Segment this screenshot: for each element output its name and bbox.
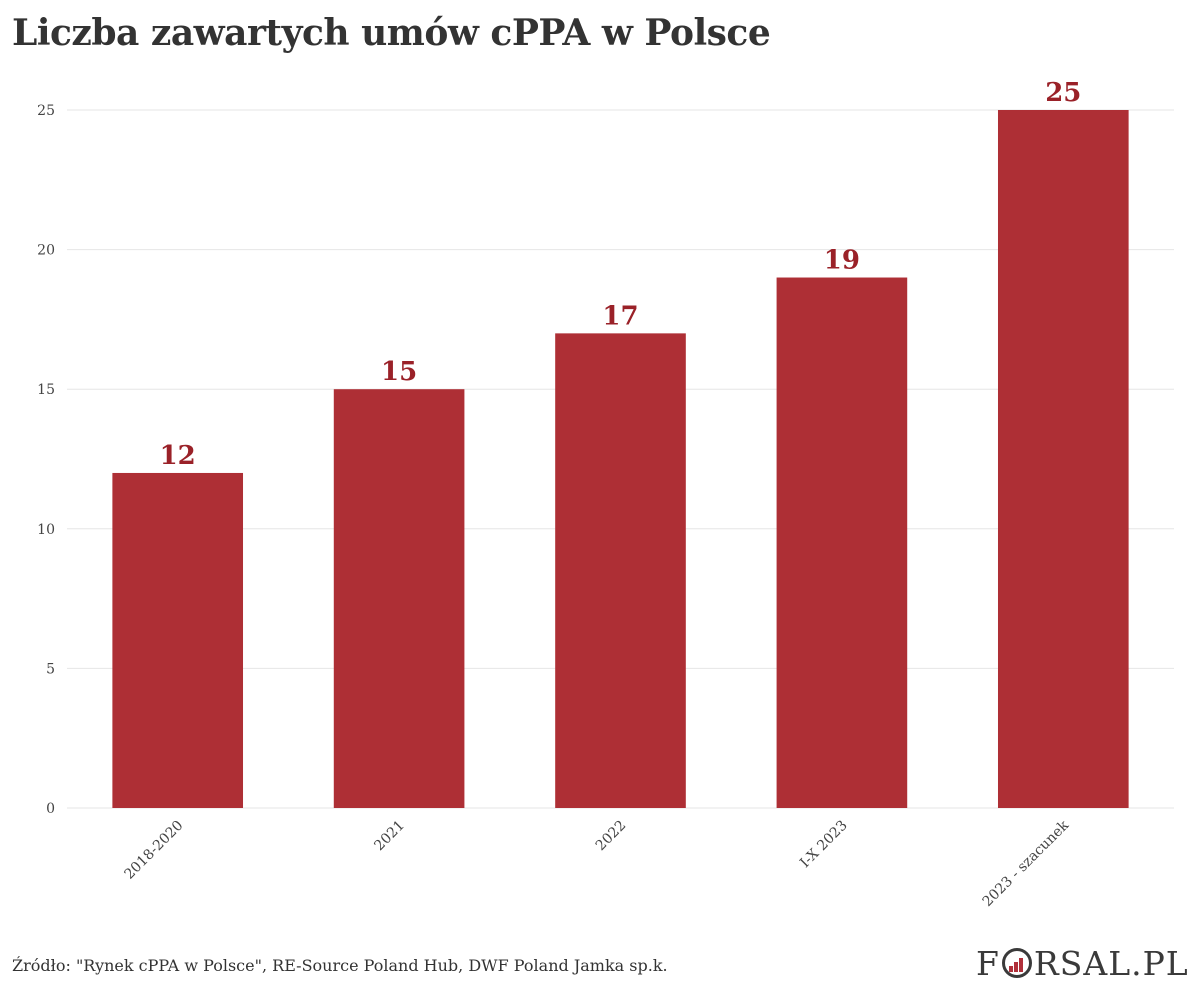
y-tick-label: 25: [37, 103, 55, 119]
bar-chart: 0 5 10 15 20 25 12 15 17 19 25 2018-2020 2021 2022 I…: [37, 78, 1174, 910]
x-tick-label: 2022: [593, 818, 630, 855]
bar-4: [776, 277, 908, 808]
y-tick-label: 20: [37, 243, 55, 259]
bar-2: [333, 389, 465, 808]
bar-3: [555, 333, 686, 808]
data-labels: 12 15 17 19 25: [160, 78, 1082, 471]
y-tick-label: 0: [46, 801, 55, 817]
x-axis-ticks: 2018-2020 2021 2022 I-X 2023 2023 - szacunek: [121, 817, 1072, 910]
y-tick-label: 15: [37, 382, 55, 398]
bar-5: [997, 110, 1129, 808]
x-tick-label: 2023 - szacunek: [980, 817, 1073, 910]
bar-1: [112, 472, 244, 808]
y-tick-label: 10: [37, 522, 55, 538]
y-axis-ticks: 0 5 10 15 20 25: [37, 103, 55, 817]
data-label: 15: [381, 357, 417, 387]
chart-title: Liczba zawartych umów cPPA w Polsce: [12, 12, 771, 54]
source-note: Źródło: "Rynek cPPA w Polsce", RE-Source…: [12, 956, 668, 975]
data-label: 12: [160, 441, 196, 471]
x-tick-label: 2018-2020: [121, 818, 186, 883]
data-label: 17: [602, 301, 638, 331]
bars: [112, 110, 1129, 808]
y-tick-label: 5: [46, 661, 55, 677]
logo-letter-f: F: [976, 944, 1000, 983]
logo-text: RSAL.PL: [1033, 944, 1189, 983]
logo-chart-icon: [1001, 948, 1032, 978]
x-tick-label: I-X 2023: [797, 818, 851, 872]
x-tick-label: 2021: [371, 818, 408, 855]
data-label: 19: [824, 246, 860, 276]
data-label: 25: [1045, 78, 1081, 108]
forsal-logo: F RSAL.PL: [976, 944, 1191, 984]
